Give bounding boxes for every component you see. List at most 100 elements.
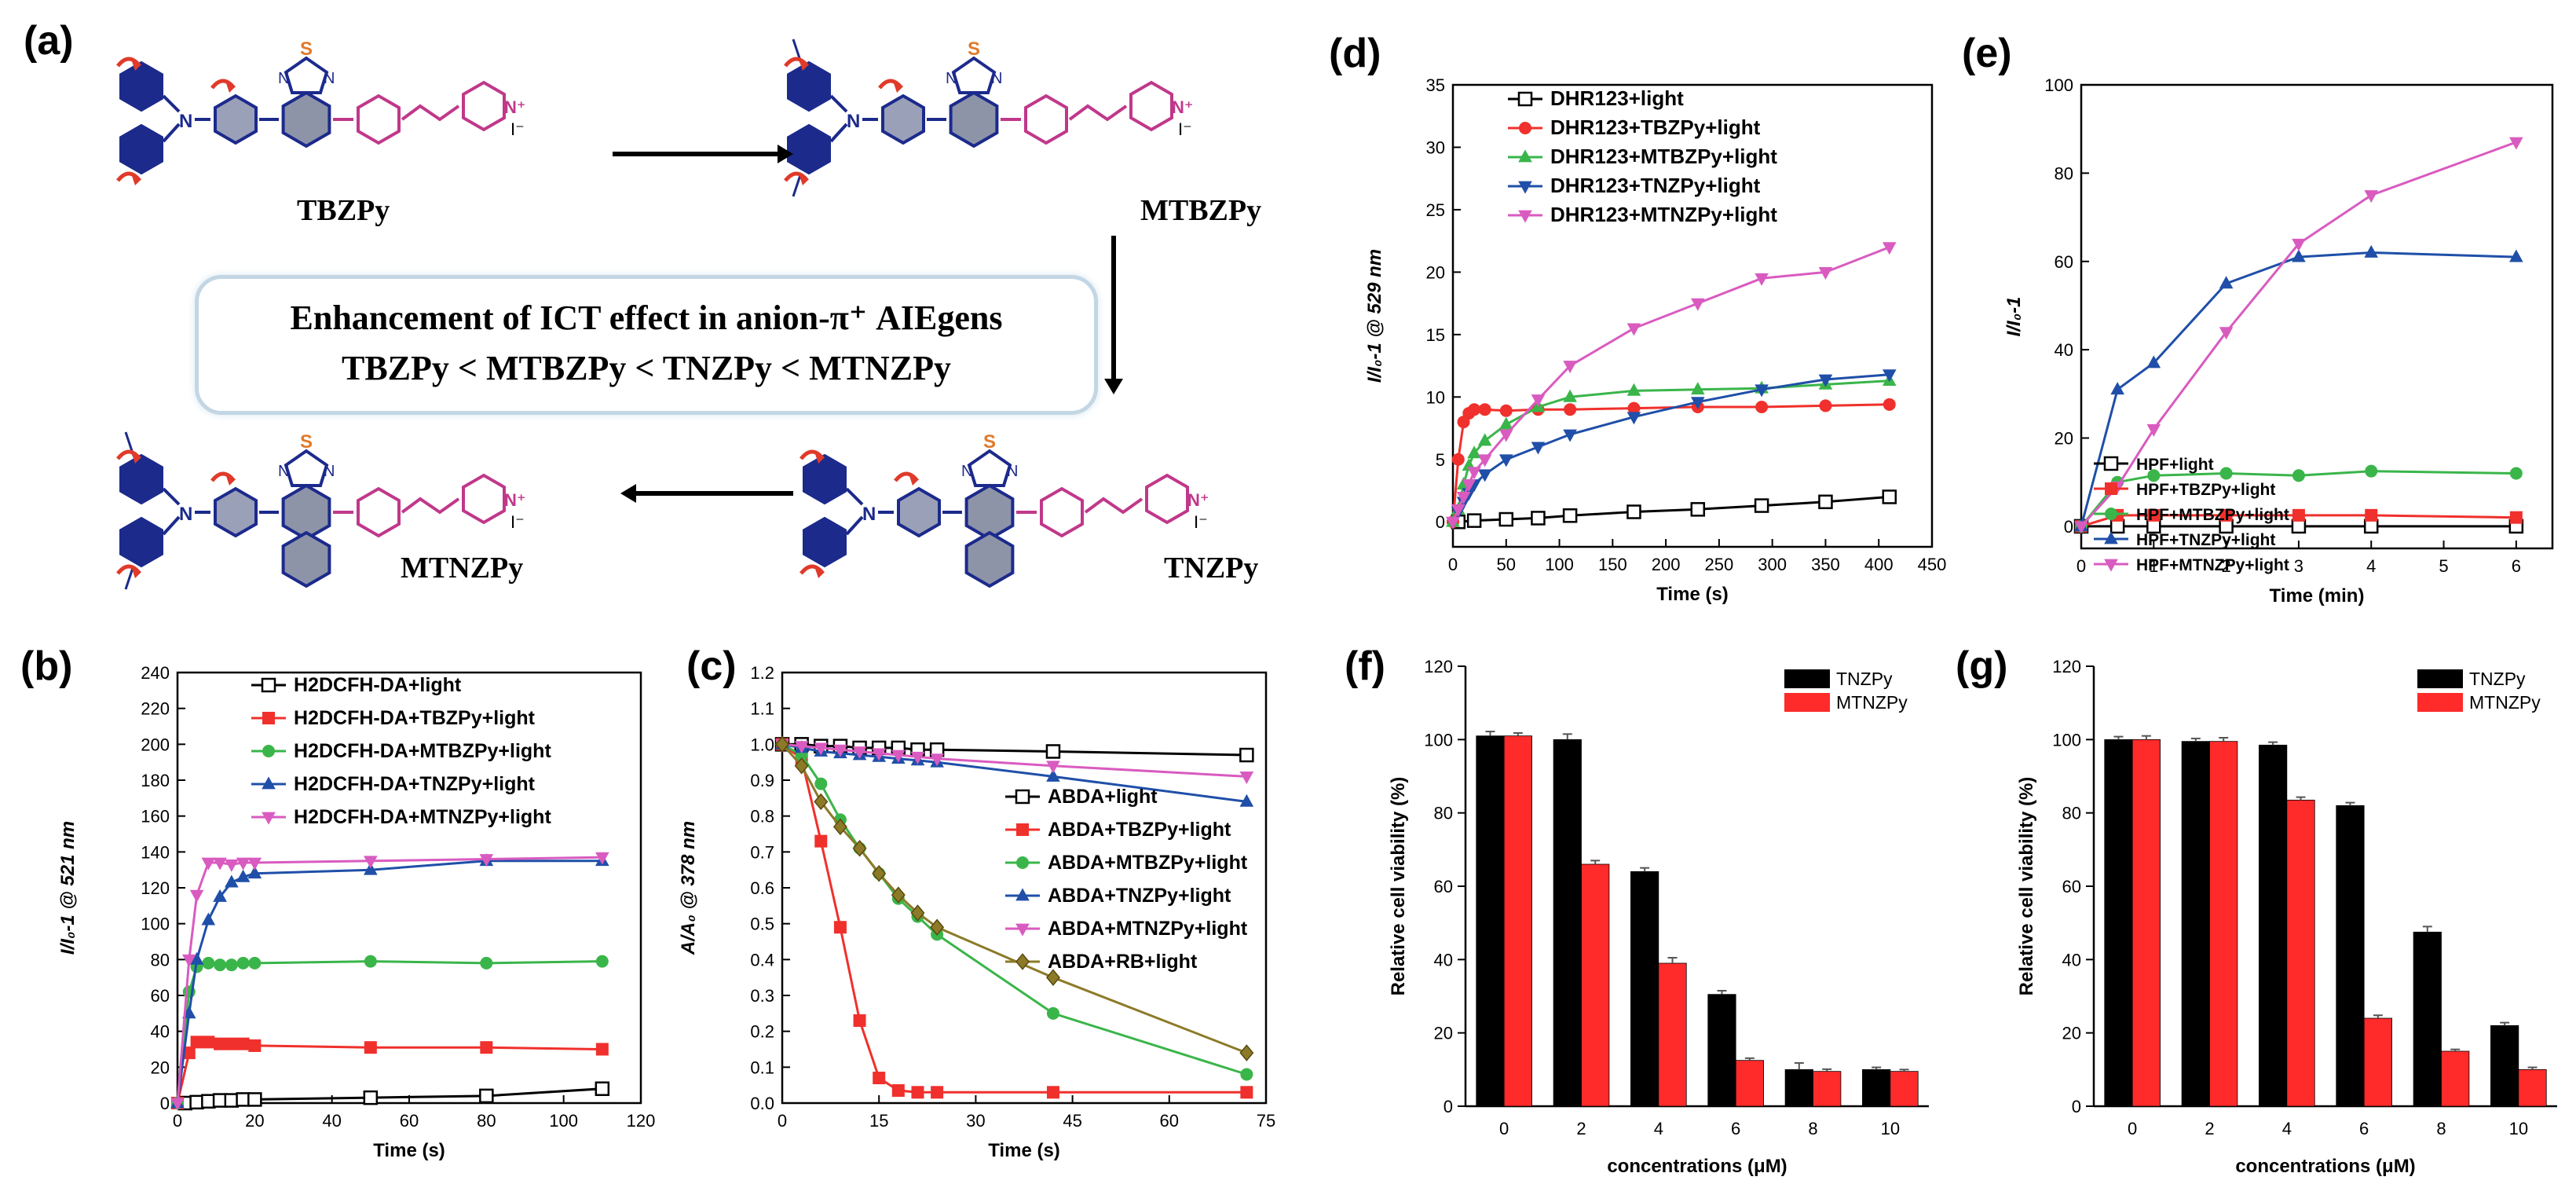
- mol-mtnzpy-rotor-arrow-2: [116, 564, 141, 575]
- x-tick-label: 2: [1576, 1119, 1586, 1138]
- mol-tnzpy-thia-N2: N: [1007, 463, 1018, 480]
- legend-label: MTNZPy: [2469, 692, 2541, 713]
- panel-label-e: (e): [1962, 31, 2012, 76]
- data-point-marker: [814, 793, 829, 811]
- y-tick-label: 0: [2072, 1097, 2081, 1116]
- x-tick-label: 4: [1654, 1119, 1663, 1138]
- data-point-marker: [1015, 923, 1030, 937]
- x-tick-label: 80: [477, 1111, 496, 1131]
- data-point-marker: [2146, 355, 2161, 368]
- panel-label-f: (f): [1345, 643, 1385, 689]
- data-point-marker: [852, 746, 867, 760]
- mol-mtbzpy-sulfur: S: [968, 38, 980, 60]
- bar-mtnzpy: [2518, 1069, 2547, 1107]
- data-point-marker: [1518, 149, 1532, 163]
- panel-a: (a) N S N N N⁺ I⁻ TBZPy N S N N N⁺ I⁻ MTBZPy N S N N N⁺ I⁻ T…: [0, 0, 1272, 629]
- mol-mtbzpy-pyridinium-N: N⁺: [1172, 97, 1194, 117]
- mol-tnzpy-rotor-arrow-1: [800, 449, 825, 460]
- y-tick-label: 40: [1434, 950, 1453, 970]
- mol-tbzpy-pyridinium-N: N⁺: [504, 97, 526, 117]
- x-axis-label: Time (min): [2270, 585, 2365, 607]
- data-point-marker: [214, 959, 227, 972]
- mol-tbzpy-donor-ring-1: [119, 60, 163, 112]
- bar-tnzpy: [2104, 739, 2133, 1107]
- data-point-marker: [873, 1072, 886, 1085]
- x-tick-label: 0: [173, 1111, 182, 1131]
- data-point-marker: [1239, 794, 1254, 807]
- data-point-marker: [262, 776, 276, 790]
- data-point-marker: [2364, 190, 2379, 203]
- y-tick-label: 80: [2055, 163, 2073, 183]
- data-point-marker: [1239, 747, 1254, 763]
- data-point-marker: [1462, 479, 1476, 493]
- mol-mtnzpy-rotor-arrow-1: [116, 449, 141, 460]
- data-point-marker: [2109, 519, 2125, 534]
- mol-mtbzpy-bond-a: [829, 94, 848, 113]
- data-point-marker: [1563, 361, 1577, 374]
- mol-mtbzpy-thia-N2: N: [991, 70, 1002, 87]
- legend-label: DHR123+MTBZPy+light: [1550, 145, 1777, 168]
- data-point-marker: [225, 874, 239, 888]
- x-tick-label: 100: [1545, 555, 1574, 574]
- y-tick-label: 100: [2052, 730, 2081, 750]
- data-point-marker: [1498, 454, 1513, 467]
- x-axis-label: Time (s): [373, 1140, 445, 1161]
- mol-mtbzpy-phenyl-bridge: [881, 93, 925, 145]
- data-point-marker: [891, 1084, 905, 1098]
- mol-mtbzpy-iodide: I⁻: [1178, 119, 1192, 139]
- x-tick-label: 50: [1497, 555, 1516, 574]
- data-point-marker: [1015, 888, 1030, 901]
- mol-tnzpy-pyridinium-N: N⁺: [1187, 490, 1209, 510]
- data-point-marker: [1239, 1044, 1254, 1061]
- data-point-marker: [1531, 442, 1546, 455]
- data-point-marker: [832, 818, 847, 836]
- data-point-marker: [247, 857, 262, 871]
- data-point-marker: [236, 1037, 250, 1050]
- ict-box: Enhancement of ICT effect in anion-π⁺ AI…: [195, 275, 1098, 415]
- mol-mtnzpy-iodide: I⁻: [510, 512, 525, 532]
- bar-mtnzpy: [1813, 1071, 1842, 1107]
- x-axis-label: concentrations (μM): [2235, 1156, 2415, 1177]
- data-point-marker: [2110, 382, 2124, 395]
- legend: H2DCFH-DA+light H2DCFH-DA+TBZPy+light H2DC…: [251, 674, 551, 828]
- mol-tbzpy-thiadiazole: [284, 56, 329, 94]
- data-point-marker: [1240, 1086, 1253, 1099]
- chart-c-abda: 0 15 30 45 60 75 0.0 0.1 0.2 0.3 0.4 0.5 0.6 0.7 0.8 0.…: [678, 663, 1275, 1161]
- legend: HPF+light HPF+TBZPy+light HPF+MTBZPy+light…: [2094, 456, 2289, 574]
- mol-mtbzpy-rotor-arrow-2: [784, 171, 809, 182]
- y-tick-label: 100: [141, 915, 170, 934]
- data-point-marker: [1498, 429, 1513, 442]
- series-line: [176, 860, 602, 1104]
- data-point-marker: [814, 834, 828, 848]
- mol-tbzpy-rotor-arrow-1: [116, 57, 141, 68]
- bar-tnzpy: [2490, 1025, 2519, 1107]
- data-point-marker: [1690, 397, 1705, 410]
- mol-mtnzpy-pyridinium: [462, 473, 506, 525]
- legend-label: TNZPy: [2469, 669, 2526, 689]
- mol-tnzpy-phenyl-bridge: [897, 486, 941, 538]
- mol-tnzpy-rotor-arrow-3-head: [909, 476, 917, 486]
- mol-tbzpy-sulfur: S: [300, 38, 313, 60]
- legend-label: H2DCFH-DA+MTBZPy+light: [294, 740, 551, 762]
- arrow-right-head: [778, 145, 793, 163]
- data-point-marker: [1046, 761, 1060, 774]
- mol-tnzpy-rotor-arrow-2-head: [815, 569, 823, 578]
- data-point-marker: [1518, 181, 1532, 194]
- mol-tbzpy-amine-N: N: [179, 111, 192, 132]
- data-point-marker: [2105, 508, 2117, 520]
- data-point-marker: [2509, 249, 2523, 262]
- ict-line-1: Enhancement of ICT effect in anion-π⁺ AI…: [290, 299, 1003, 337]
- y-tick-label: 10: [1426, 387, 1445, 407]
- data-point-marker: [201, 857, 216, 871]
- y-tick-label: 0: [1436, 512, 1445, 532]
- data-point-marker: [1563, 429, 1577, 442]
- mol-mtbzpy-bond-b: [829, 123, 848, 143]
- y-tick-label: 0.7: [750, 842, 774, 862]
- y-tick-label: 140: [141, 842, 170, 862]
- y-tick-label: 5: [1436, 450, 1445, 470]
- data-point-marker: [1446, 516, 1460, 530]
- mol-mtnzpy-acceptor-phenyl: [357, 486, 401, 538]
- data-point-marker: [1451, 453, 1465, 466]
- data-point-marker: [189, 951, 204, 965]
- bar-mtnzpy: [1658, 962, 1687, 1107]
